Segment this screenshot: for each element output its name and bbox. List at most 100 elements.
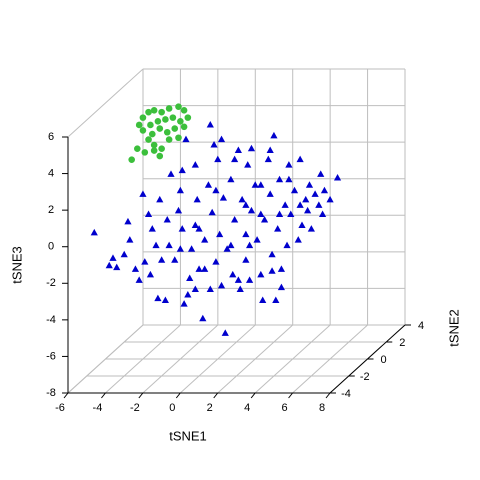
x-tick-label: -4 — [93, 402, 103, 414]
point — [201, 265, 209, 272]
point — [244, 161, 252, 168]
z-tick-label: 4 — [48, 167, 54, 179]
point — [167, 170, 175, 177]
point — [165, 136, 173, 143]
z-tick-label: -6 — [46, 350, 56, 362]
point — [274, 225, 282, 232]
point — [315, 201, 323, 208]
x-tick-label: 0 — [169, 402, 175, 414]
point — [285, 175, 293, 183]
x-tick — [288, 392, 293, 399]
point — [259, 296, 267, 303]
point — [208, 208, 216, 216]
point — [124, 217, 132, 225]
point — [156, 152, 164, 160]
point — [246, 241, 254, 249]
point — [302, 195, 310, 203]
point — [171, 256, 179, 263]
point — [161, 296, 169, 303]
point — [296, 201, 304, 208]
point — [266, 146, 274, 154]
point — [242, 230, 250, 238]
x-tick-label: 8 — [319, 402, 325, 414]
point — [177, 117, 184, 125]
point — [154, 117, 162, 125]
point — [242, 201, 250, 208]
point — [296, 155, 304, 163]
point — [257, 181, 265, 188]
point — [217, 281, 226, 289]
point — [150, 147, 158, 154]
point — [169, 114, 177, 121]
point — [287, 210, 295, 218]
point — [253, 236, 261, 243]
point — [317, 170, 325, 177]
point — [154, 294, 162, 302]
point — [305, 181, 314, 188]
point — [180, 300, 188, 307]
point — [294, 236, 302, 243]
y-tick-label: -2 — [360, 371, 370, 383]
x-tick — [213, 392, 219, 399]
point — [180, 123, 188, 131]
point — [158, 256, 166, 263]
point — [307, 225, 315, 232]
point — [128, 156, 135, 163]
point — [260, 216, 269, 223]
point — [139, 190, 147, 197]
x-tick — [101, 392, 106, 399]
point — [163, 128, 171, 136]
x-tick — [175, 392, 181, 399]
point — [247, 144, 256, 152]
point — [257, 210, 265, 218]
point — [214, 155, 222, 163]
point — [281, 201, 289, 208]
point — [210, 141, 218, 148]
z-axis-title: tSNE3 — [9, 246, 24, 284]
point — [199, 314, 207, 322]
x-tick-label: 6 — [282, 402, 288, 414]
point — [187, 245, 196, 252]
point — [158, 108, 165, 116]
point — [163, 216, 171, 223]
point — [184, 114, 192, 121]
point — [113, 263, 121, 271]
point — [251, 181, 259, 188]
point — [178, 166, 186, 174]
point — [186, 274, 194, 282]
point — [231, 155, 239, 163]
z-tick-label: 6 — [48, 131, 54, 143]
point — [175, 103, 182, 110]
point — [283, 241, 291, 249]
point — [174, 206, 183, 214]
point — [184, 291, 192, 298]
point — [180, 107, 188, 114]
point — [275, 210, 284, 218]
y-tick-label: 0 — [380, 354, 386, 366]
point — [238, 195, 246, 203]
z-tick-label: 0 — [48, 241, 54, 253]
point — [144, 210, 153, 218]
point — [247, 206, 256, 214]
point — [176, 186, 184, 194]
point — [90, 228, 98, 236]
point — [191, 161, 199, 168]
point — [165, 105, 173, 112]
x-axis-title: tSNE1 — [169, 428, 207, 443]
point — [135, 276, 143, 283]
z-tick-label: -4 — [46, 314, 56, 326]
point — [139, 114, 147, 121]
point — [175, 134, 182, 142]
point — [277, 283, 286, 291]
point — [191, 285, 199, 293]
point — [162, 116, 169, 123]
point — [272, 296, 280, 303]
point — [150, 107, 158, 114]
point — [212, 186, 220, 194]
point — [178, 225, 186, 232]
point — [206, 285, 214, 293]
point — [270, 131, 278, 139]
point — [311, 190, 319, 197]
point — [221, 329, 229, 336]
